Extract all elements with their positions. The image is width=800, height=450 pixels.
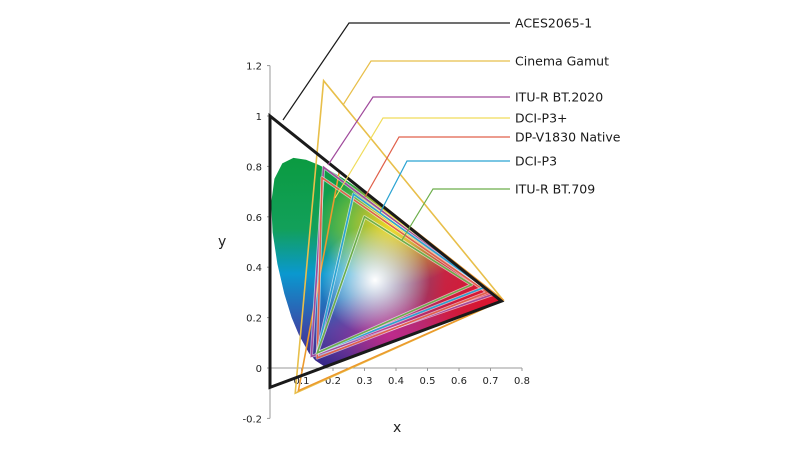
x-tick-label: 0.1 [294, 376, 310, 387]
x-tick-label: 0.2 [325, 376, 341, 387]
locus-fill-white [320, 225, 430, 335]
legend: ACES2065-1 Cinema Gamut ITU-R BT.2020 DCI-P… [282, 16, 621, 241]
x-tick-label: 0.5 [420, 376, 436, 387]
legend-leader-itu-r-bt-709 [401, 188, 510, 241]
legend-label-aces2065-1: ACES2065-1 [515, 16, 592, 31]
gamut-triangles [268, 78, 505, 395]
y-tick-label: 0.4 [246, 263, 262, 274]
y-tick-label: 0 [256, 364, 262, 375]
x-axis-label: x [393, 420, 401, 436]
legend-label-dp-v1830-native: DP-V1830 Native [515, 130, 621, 145]
gamut-triangle-dci-p3 [316, 192, 486, 355]
gamut-triangle-itu-r-bt-709 [315, 215, 474, 355]
y-tick-label: 0.8 [246, 162, 262, 173]
x-tick-label: 0.4 [388, 376, 404, 387]
x-tick-label: 0.6 [451, 376, 467, 387]
y-tick-label: -0.2 [242, 414, 262, 425]
legend-leader-dp-v1830-native [364, 136, 510, 198]
y-tick-label: 1 [256, 112, 262, 123]
legend-label-cinema-gamut: Cinema Gamut [515, 54, 609, 69]
gamut-triangle-aces2065-1 [268, 112, 505, 390]
legend-leader-dci-p3 [334, 117, 510, 199]
legend-leader-dci-p3 [379, 160, 510, 214]
y-tick-label: 1.2 [246, 62, 262, 73]
x-tick-label: 0.8 [514, 376, 530, 387]
legend-label-dci-p3: DCI-P3 [515, 154, 557, 169]
y-axis-label: y [218, 234, 226, 250]
x-tick-label: 0.3 [357, 376, 373, 387]
x-tick-label: 0.7 [483, 376, 499, 387]
legend-leader-itu-r-bt-2020 [327, 96, 510, 166]
y-tick-label: 0.2 [246, 314, 262, 325]
legend-label-itu-r-bt-709: ITU-R BT.709 [515, 182, 595, 197]
legend-label-itu-r-bt-2020: ITU-R BT.2020 [515, 90, 603, 105]
legend-leader-cinema-gamut [342, 60, 510, 106]
legend-leader-aces2065-1 [282, 22, 510, 121]
legend-label-dci-p3: DCI-P3+ [515, 111, 568, 126]
y-tick-label: 0.6 [246, 213, 262, 224]
